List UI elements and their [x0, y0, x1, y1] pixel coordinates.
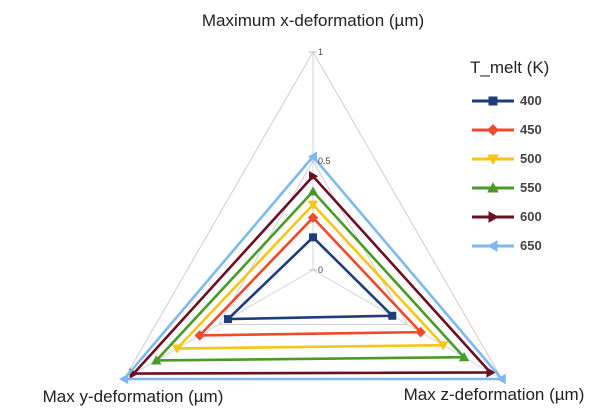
legend-label-450: 450	[520, 122, 542, 137]
legend-item-650: 650	[470, 231, 610, 260]
data-point-550-2	[458, 352, 470, 362]
data-point-500-2	[438, 341, 449, 351]
legend-item-450: 450	[470, 115, 610, 144]
data-point-650-2	[496, 373, 506, 385]
legend-label-550: 550	[520, 180, 542, 195]
data-point-500-1	[171, 344, 183, 354]
series-line-650	[121, 154, 505, 381]
legend-item-400: 400	[470, 86, 610, 115]
grid-spoke-2	[312, 269, 503, 380]
legend-swatch-450	[472, 123, 514, 136]
data-point-500-0	[307, 200, 319, 210]
axis-label-y: Max y-deformation (µm)	[43, 387, 224, 406]
legend: T_melt (K) 400 450 500 550 600 650	[470, 58, 610, 260]
series-line-400	[224, 235, 396, 321]
series-line-600	[130, 174, 494, 375]
data-point-650-0	[307, 151, 317, 162]
series-line-550	[153, 189, 467, 362]
data-point-400-1	[224, 315, 233, 324]
radar-series	[119, 151, 506, 385]
data-point-550-0	[307, 186, 319, 196]
legend-label-600: 600	[520, 209, 542, 224]
tick-label-1: 0.5	[318, 156, 331, 166]
tick-label-2: 1	[318, 47, 323, 57]
legend-swatch-400	[472, 96, 514, 105]
legend-swatch-650	[472, 239, 514, 252]
series-line-500	[174, 202, 447, 350]
tick-label-0: 0	[318, 265, 323, 275]
legend-item-550: 550	[470, 173, 610, 202]
data-point-450-2	[415, 326, 426, 338]
data-point-400-0	[309, 233, 317, 242]
data-point-600-2	[486, 367, 496, 378]
data-point-450-0	[307, 212, 319, 223]
legend-swatch-600	[472, 210, 514, 223]
axis-label-x: Maximum x-deformation (µm)	[202, 11, 424, 30]
legend-label-400: 400	[520, 93, 542, 108]
series-line-450	[196, 215, 424, 337]
data-point-450-1	[194, 330, 205, 341]
data-point-550-1	[151, 355, 162, 365]
legend-item-600: 600	[470, 202, 610, 231]
legend-title: T_melt (K)	[470, 58, 550, 77]
legend-label-650: 650	[520, 238, 542, 253]
legend-item-500: 500	[470, 144, 610, 173]
data-point-600-0	[309, 171, 319, 182]
radar-tick-labels: 00.51	[318, 47, 331, 275]
axis-label-z: Max z-deformation (µm)	[404, 385, 585, 404]
legend-label-500: 500	[520, 151, 542, 166]
legend-items: 400 450 500 550 600 650	[470, 86, 610, 260]
data-point-650-1	[119, 373, 129, 385]
legend-swatch-500	[472, 154, 514, 165]
legend-swatch-550	[472, 181, 514, 192]
data-point-400-2	[388, 311, 397, 320]
